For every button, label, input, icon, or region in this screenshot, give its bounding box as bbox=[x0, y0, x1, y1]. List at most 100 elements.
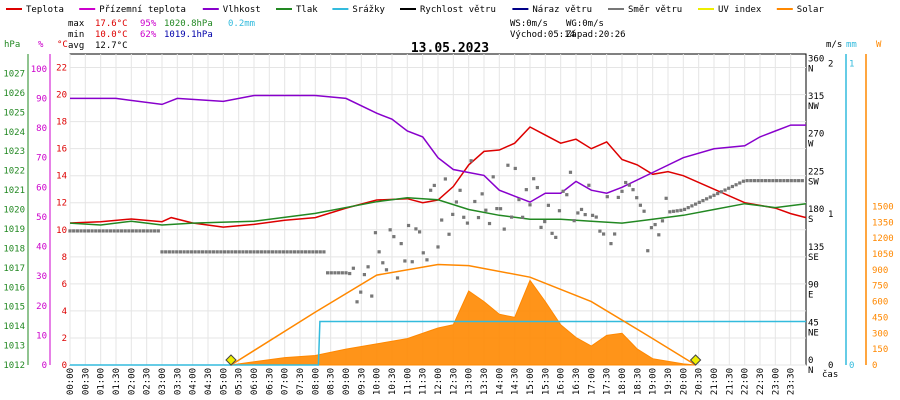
wind-dir-point-166 bbox=[679, 208, 683, 212]
w-tick-5: 750 bbox=[872, 282, 888, 292]
dir-name-tick-6: W bbox=[808, 140, 814, 150]
wind-dir-point-92 bbox=[406, 223, 411, 228]
wind-dir-point-149 bbox=[616, 195, 620, 200]
dir-deg-tick-1: 45 bbox=[808, 318, 819, 328]
hpa-tick-9: 1021 bbox=[3, 186, 25, 196]
stat-avg-label: avg bbox=[68, 41, 84, 51]
wind-dir-point-108 bbox=[465, 221, 470, 225]
wind-dir-point-80 bbox=[362, 272, 366, 277]
wind-dir-point-94 bbox=[414, 227, 418, 231]
wind-dir-point-137 bbox=[572, 219, 576, 223]
x-tick-32: 16:00 bbox=[557, 368, 567, 395]
wind-dir-point-197 bbox=[793, 179, 797, 183]
dir-name-tick-7: NW bbox=[808, 102, 819, 112]
stats-block: max 17.6°C 95% 1020.8hPa 0.2mm min 10.0°… bbox=[68, 19, 255, 51]
wind-dir-point-173 bbox=[705, 197, 709, 201]
degc-tick-3: 6 bbox=[62, 280, 67, 290]
wind-dir-point-53 bbox=[263, 250, 267, 254]
wind-dir-point-100 bbox=[436, 245, 440, 249]
x-tick-39: 19:30 bbox=[664, 368, 674, 395]
unit-celsius: °C bbox=[57, 40, 68, 50]
axis-unit-labels: hPa % °C m/s mm W bbox=[4, 40, 882, 50]
wind-dir-point-114 bbox=[487, 221, 492, 226]
x-tick-2: 01:00 bbox=[97, 368, 107, 395]
wind-dir-point-112 bbox=[480, 192, 484, 196]
x-tick-44: 22:00 bbox=[741, 368, 751, 395]
unit-watt: W bbox=[876, 40, 882, 50]
sun-markers bbox=[225, 354, 702, 366]
wind-dir-point-141 bbox=[587, 183, 591, 187]
wind-dir-point-157 bbox=[646, 249, 650, 253]
legend-label-8: UV index bbox=[718, 5, 762, 15]
wind-dir-point-142 bbox=[590, 213, 595, 217]
wind-dir-point-24 bbox=[156, 229, 160, 233]
unit-hpa: hPa bbox=[4, 40, 20, 50]
degc-tick-4: 8 bbox=[62, 253, 67, 263]
wind-dir-point-81 bbox=[366, 265, 370, 269]
stat-max-pressure: 1020.8hPa bbox=[164, 19, 213, 29]
wind-dir-point-101 bbox=[440, 218, 444, 222]
wind-dir-point-57 bbox=[278, 250, 282, 254]
wind-dir-point-192 bbox=[774, 179, 779, 183]
w-tick-4: 600 bbox=[872, 298, 888, 308]
x-tick-29: 14:30 bbox=[511, 368, 521, 395]
wind-dir-point-88 bbox=[392, 235, 396, 239]
degc-tick-2: 4 bbox=[62, 307, 67, 317]
wind-dir-point-184 bbox=[745, 179, 749, 183]
wind-dir-point-159 bbox=[653, 222, 657, 227]
wind-dir-point-175 bbox=[712, 193, 716, 197]
wind-dir-point-41 bbox=[219, 250, 223, 254]
wind-dir-point-49 bbox=[248, 250, 252, 254]
wind-dir-point-103 bbox=[447, 232, 451, 236]
wind-dir-point-28 bbox=[171, 250, 175, 254]
wind-dir-point-158 bbox=[649, 226, 654, 230]
hpa-tick-4: 1016 bbox=[3, 283, 25, 293]
wind-dir-point-23 bbox=[153, 229, 157, 233]
dir-deg-tick-5: 225 bbox=[808, 167, 824, 177]
wind-dir-point-116 bbox=[495, 206, 499, 211]
dir-name-tick-5: SW bbox=[808, 177, 819, 187]
dir-name-tick-4: S bbox=[808, 215, 813, 225]
dir-deg-tick-4: 180 bbox=[808, 205, 824, 215]
wind-dir-point-181 bbox=[734, 183, 738, 187]
wind-dir-point-145 bbox=[602, 232, 606, 236]
wind-dir-point-12 bbox=[112, 229, 116, 233]
x-tick-17: 08:30 bbox=[327, 368, 337, 395]
x-tick-46: 23:00 bbox=[771, 368, 781, 395]
x-axis-label: čas bbox=[822, 369, 838, 380]
w-tick-2: 300 bbox=[872, 329, 888, 339]
series-line-3 bbox=[70, 320, 806, 366]
wind-dir-point-185 bbox=[749, 179, 753, 183]
w-tick-8: 1200 bbox=[872, 234, 894, 244]
wind-dir-point-65 bbox=[307, 250, 311, 254]
degc-tick-10: 20 bbox=[56, 91, 67, 101]
x-tick-11: 05:30 bbox=[235, 368, 245, 395]
wind-dir-point-7 bbox=[94, 229, 98, 233]
wind-dir-point-191 bbox=[771, 179, 775, 183]
wind-dir-point-102 bbox=[443, 177, 447, 181]
wind-dir-point-44 bbox=[230, 250, 234, 254]
mm-tick-1: 1 bbox=[849, 59, 854, 69]
wind-dir-point-196 bbox=[789, 179, 793, 183]
wind-dir-point-178 bbox=[723, 188, 727, 192]
wind-dir-point-148 bbox=[613, 232, 617, 236]
pct-tick-1: 10 bbox=[36, 331, 47, 341]
wind-dir-point-155 bbox=[638, 203, 642, 207]
wind-dir-point-58 bbox=[281, 250, 286, 254]
wind-dir-point-13 bbox=[116, 229, 120, 233]
unit-percent: % bbox=[38, 40, 44, 50]
wind-dir-point-69 bbox=[322, 250, 326, 254]
legend-label-2: Vlhkost bbox=[223, 5, 261, 15]
wind-dir-point-61 bbox=[292, 250, 297, 254]
wind-dir-point-109 bbox=[469, 159, 473, 163]
wind-dir-point-190 bbox=[767, 179, 771, 183]
wind-dir-point-5 bbox=[86, 229, 90, 233]
x-tick-25: 12:30 bbox=[449, 368, 459, 395]
wind-dir-point-22 bbox=[149, 229, 153, 233]
hpa-tick-0: 1012 bbox=[3, 361, 25, 371]
wind-dir-point-125 bbox=[528, 203, 532, 207]
wind-dir-point-151 bbox=[624, 180, 628, 185]
wind-dir-point-97 bbox=[425, 258, 429, 262]
x-tick-9: 04:30 bbox=[204, 368, 214, 395]
stat-min-temp: 10.0°C bbox=[95, 30, 128, 40]
